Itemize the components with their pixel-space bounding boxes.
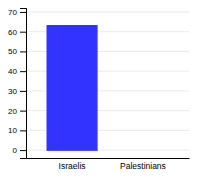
bar xyxy=(47,26,97,150)
tick-label: Palestinians xyxy=(120,161,166,171)
tick-label: 70 xyxy=(8,8,17,17)
tick-mark xyxy=(20,71,26,72)
plot: 0 10 20 30 40 50 60 70 Israelis Palestinians xyxy=(8,8,189,171)
tick-mark xyxy=(20,51,26,52)
tick: Israelis xyxy=(59,161,86,171)
chart: 0 10 20 30 40 50 60 70 Israelis Palestinians xyxy=(0,0,197,178)
axis-line xyxy=(20,9,27,159)
tick-label: 0 xyxy=(13,146,18,155)
bars xyxy=(47,26,97,150)
tick-label: 20 xyxy=(8,107,17,116)
tick: Palestinians xyxy=(120,161,166,171)
tick-mark xyxy=(20,32,26,33)
tick-mark xyxy=(20,12,26,13)
tick-label: 50 xyxy=(8,47,17,56)
grid xyxy=(26,12,189,150)
tick-label: 40 xyxy=(8,67,17,76)
tick-label: Israelis xyxy=(59,161,86,171)
tick: 0 xyxy=(13,146,26,155)
tick: 40 xyxy=(8,67,26,76)
y-axis: 0 10 20 30 40 50 60 70 xyxy=(8,8,26,158)
tick: 50 xyxy=(8,47,26,56)
tick-mark xyxy=(20,91,26,92)
tick: 10 xyxy=(8,126,26,135)
tick-mark xyxy=(20,150,26,151)
tick-mark xyxy=(20,130,26,131)
tick: 60 xyxy=(8,28,26,37)
tick-label: 30 xyxy=(8,87,17,96)
tick-mark xyxy=(20,111,26,112)
bar xyxy=(118,149,168,151)
tick-label: 60 xyxy=(8,28,17,37)
axis-line xyxy=(27,158,190,159)
tick: 70 xyxy=(8,8,26,17)
tick-label: 10 xyxy=(8,126,17,135)
tick: 20 xyxy=(8,107,26,116)
grid-line xyxy=(26,11,189,12)
tick: 30 xyxy=(8,87,26,96)
x-axis: Israelis Palestinians xyxy=(27,159,190,171)
